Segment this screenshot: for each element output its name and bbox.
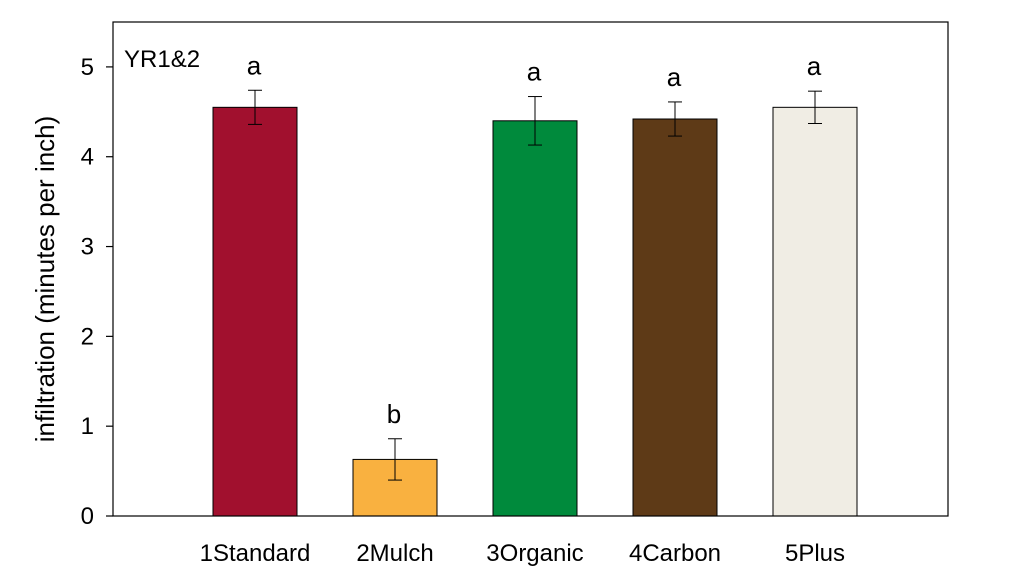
- y-tick-label: 2: [81, 323, 94, 350]
- y-tick-label: 3: [81, 234, 94, 261]
- bar: [632, 118, 718, 517]
- y-tick-label: 5: [81, 54, 94, 81]
- plot-frame: [112, 21, 949, 517]
- panel-label: YR1&2: [124, 46, 200, 73]
- x-category-label: 5Plus: [785, 540, 845, 567]
- significance-label: a: [527, 57, 542, 87]
- y-tick-label: 4: [81, 144, 94, 171]
- bar: [772, 106, 858, 517]
- bar: [492, 120, 578, 517]
- x-category-label: 2Mulch: [356, 540, 433, 567]
- x-category-label: 1Standard: [200, 540, 311, 567]
- x-category-label: 3Organic: [486, 540, 583, 567]
- significance-label: b: [387, 399, 401, 429]
- significance-label: a: [667, 62, 682, 92]
- x-category-label: 4Carbon: [629, 540, 721, 567]
- significance-label: a: [247, 50, 262, 80]
- y-tick-label: 0: [81, 503, 94, 530]
- significance-label: a: [807, 51, 822, 81]
- y-tick-label: 1: [81, 413, 94, 440]
- y-axis-label: infiltration (minutes per inch): [30, 116, 60, 443]
- bar: [212, 106, 298, 517]
